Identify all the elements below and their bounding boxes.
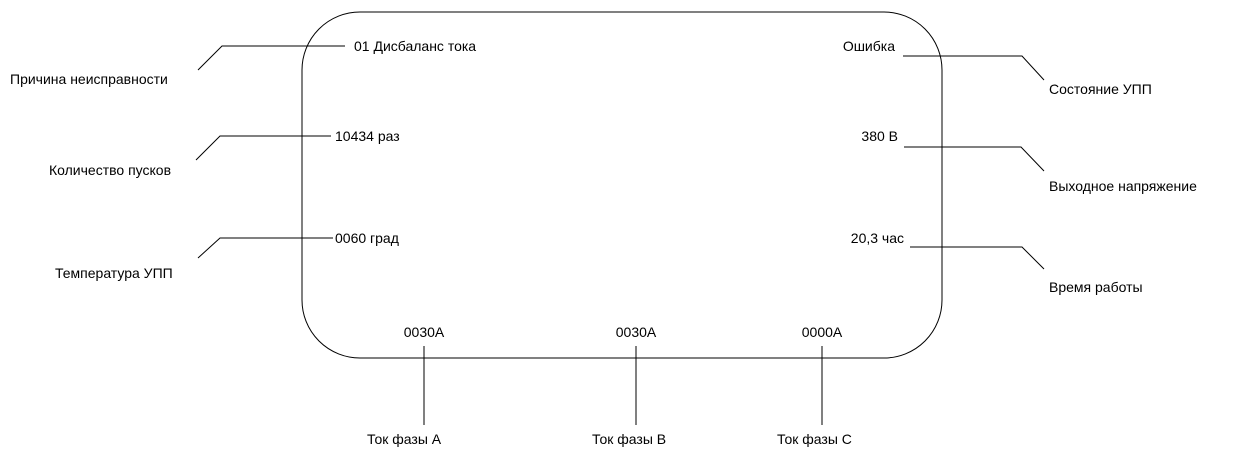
callout-temperature: Температура УПП bbox=[55, 265, 173, 281]
callout-status: Состояние УПП bbox=[1049, 81, 1152, 97]
leader-line-temperature bbox=[197, 237, 333, 259]
display-status: Ошибка bbox=[843, 38, 895, 54]
callout-run-time: Время работы bbox=[1049, 279, 1143, 295]
display-frame bbox=[301, 11, 943, 359]
callout-start-count: Количество пусков bbox=[49, 162, 171, 178]
callout-fault-reason: Причина неисправности bbox=[10, 71, 168, 87]
display-run-time: 20,3 час bbox=[851, 230, 904, 246]
leader-line-run-time bbox=[910, 246, 1045, 270]
callout-current-a: Ток фазы А bbox=[367, 431, 442, 447]
display-fault-reason: 01 Дисбаланс тока bbox=[354, 38, 476, 54]
display-output-voltage: 380 В bbox=[861, 128, 898, 144]
display-current-a: 0030А bbox=[404, 324, 445, 340]
leader-line-start-count bbox=[195, 135, 331, 161]
leader-line-status bbox=[903, 55, 1045, 81]
leader-line-output-voltage bbox=[904, 146, 1045, 172]
display-current-b: 0030А bbox=[616, 324, 657, 340]
callout-current-b: Ток фазы В bbox=[592, 431, 666, 447]
display-temperature: 0060 град bbox=[335, 230, 399, 246]
callout-current-c: Ток фазы С bbox=[777, 431, 852, 447]
leader-line-fault-reason bbox=[197, 45, 345, 71]
display-current-c: 0000А bbox=[802, 324, 843, 340]
display-start-count: 10434 раз bbox=[335, 128, 400, 144]
callout-output-voltage: Выходное напряжение bbox=[1049, 178, 1197, 194]
